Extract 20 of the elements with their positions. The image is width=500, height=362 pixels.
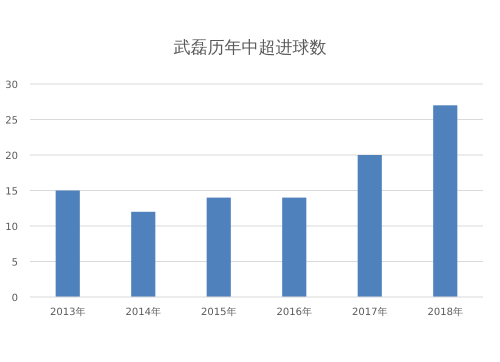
y-tick-label: 5 <box>12 258 18 268</box>
bar <box>56 190 80 297</box>
x-tick-label: 2013年 <box>50 306 86 318</box>
y-tick-label: 0 <box>12 293 18 304</box>
x-tick-label: 2017年 <box>352 306 388 318</box>
x-tick-label: 2015年 <box>201 306 236 318</box>
bar <box>206 198 231 297</box>
bar <box>131 212 156 297</box>
y-tick-label: 25 <box>5 116 18 126</box>
bar <box>282 198 306 297</box>
chart-title: 武磊历年中超进球数 <box>174 38 326 58</box>
y-tick-label: 10 <box>5 222 18 233</box>
y-tick-label: 20 <box>5 151 18 162</box>
bar <box>358 155 382 297</box>
x-tick-label: 2018年 <box>428 306 463 318</box>
x-tick-label: 2014年 <box>126 306 161 318</box>
y-tick-label: 15 <box>5 186 18 198</box>
x-tick-label: 2016年 <box>276 306 312 318</box>
bar <box>433 105 458 297</box>
y-tick-label: 30 <box>5 80 18 91</box>
